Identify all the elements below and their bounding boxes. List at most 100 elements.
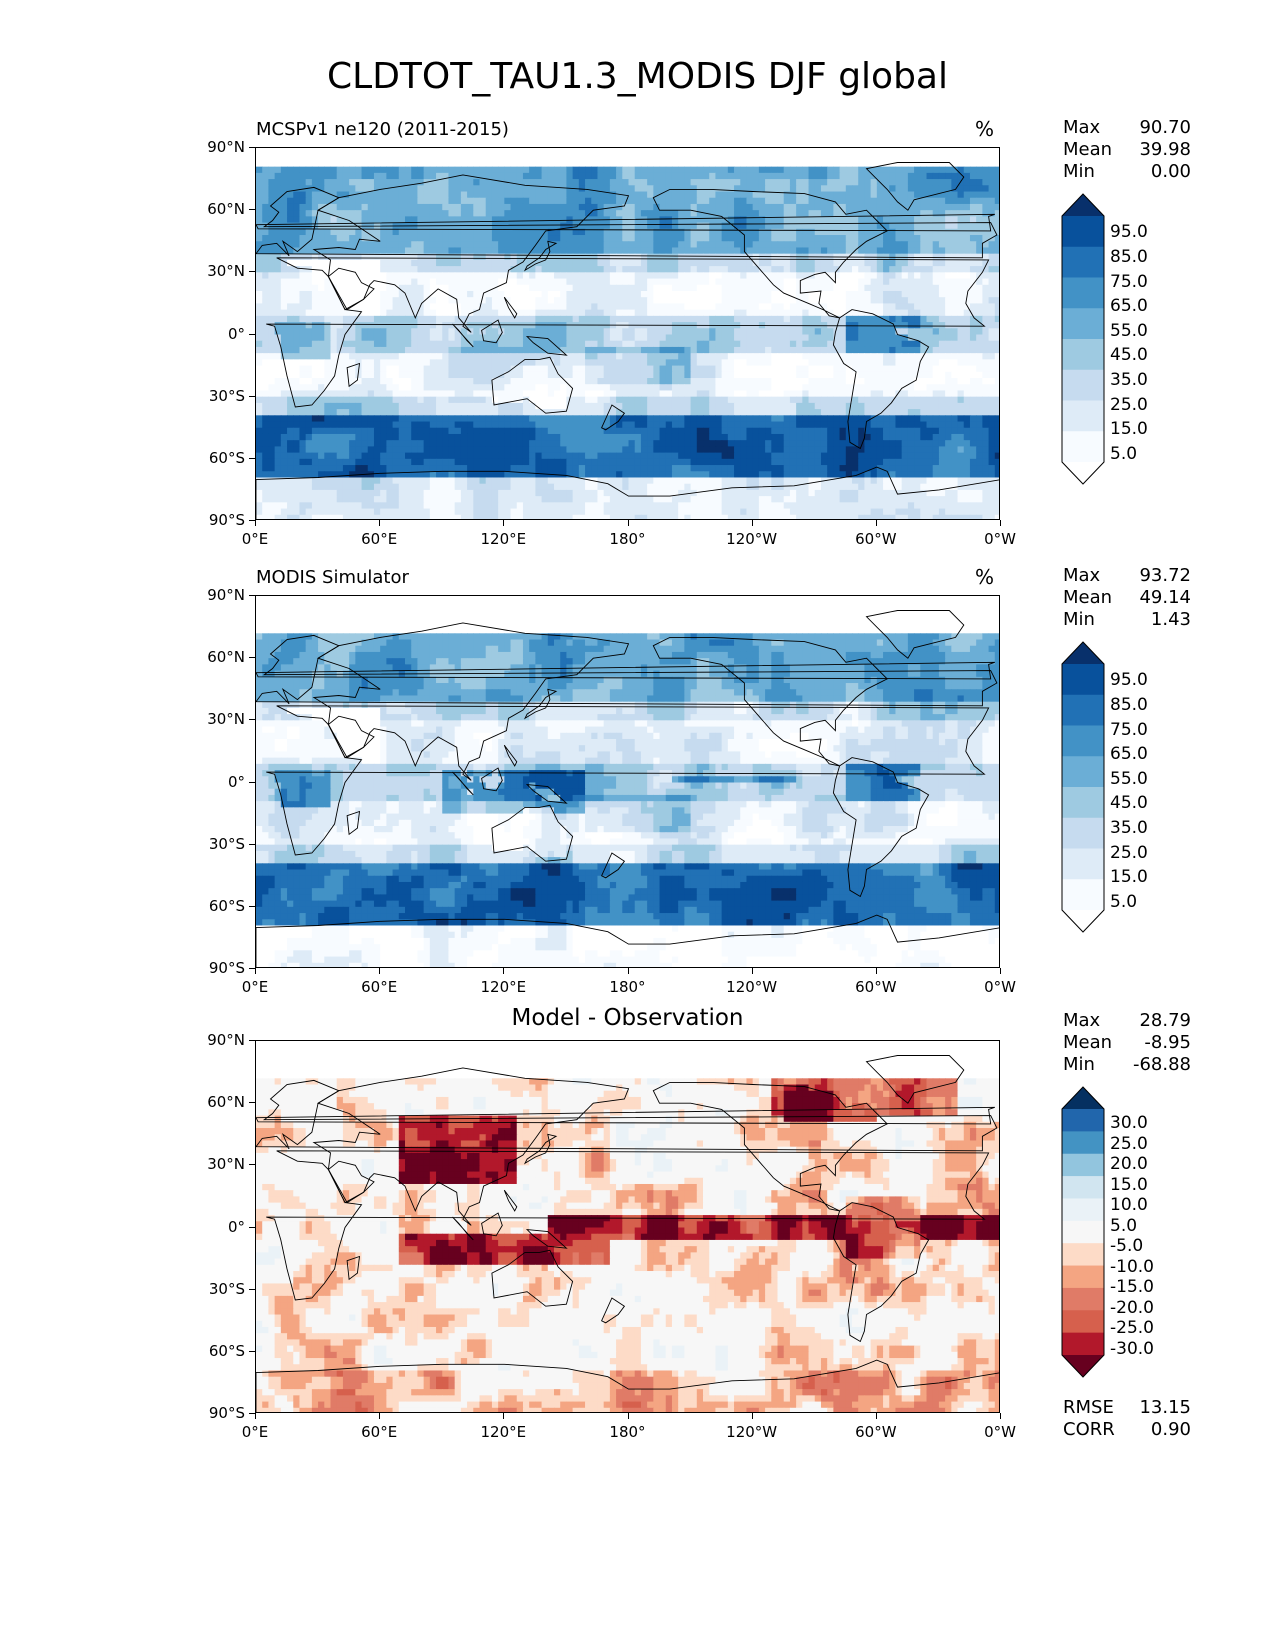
map-field	[256, 1041, 999, 1412]
lat-tick-label: 90°N	[185, 586, 245, 604]
stat-value: 0.90	[1151, 1419, 1191, 1441]
colorbar-segment	[1062, 848, 1104, 880]
colorbar-tick-label: 55.0	[1110, 769, 1148, 789]
colorbar-segment	[1062, 308, 1104, 340]
colorbar-segment	[1062, 1310, 1104, 1334]
coastline-arabia	[327, 1160, 375, 1204]
lon-tick-label: 180°	[588, 978, 668, 996]
colorbar-segment	[1062, 787, 1104, 819]
lat-tick-mark	[249, 657, 255, 659]
colorbar	[1061, 641, 1105, 933]
coastline-namerica	[652, 1081, 888, 1212]
lon-tick-mark	[1000, 520, 1001, 526]
colorbar-tick-label: 25.0	[1110, 1134, 1148, 1154]
lat-tick-mark	[249, 595, 255, 596]
coastline-indonesia2	[481, 1212, 503, 1237]
lon-tick-label: 60°W	[836, 978, 916, 996]
colorbar-extend-max	[1062, 194, 1104, 216]
coastline-indonesia2	[481, 319, 503, 344]
coastline-asia	[312, 174, 630, 333]
lat-tick-mark	[249, 781, 255, 783]
coastline-newguinea	[525, 1229, 568, 1249]
panel-units-label: %	[975, 565, 994, 589]
lon-tick-label: 0°W	[960, 530, 1040, 548]
lat-tick-mark	[249, 1288, 255, 1290]
colorbar-tick-label: 45.0	[1110, 345, 1148, 365]
colorbar-tick-label: 65.0	[1110, 744, 1148, 764]
lat-tick-label: 30°S	[185, 1280, 245, 1298]
lon-tick-label: 60°W	[836, 530, 916, 548]
lon-tick-mark	[255, 968, 256, 974]
coastline-indonesia1	[452, 1216, 474, 1241]
map-frame	[255, 1040, 1000, 1413]
lon-tick-label: 120°E	[463, 530, 543, 548]
coastline-philippines	[503, 296, 518, 319]
coastline-indonesia2	[481, 767, 503, 792]
stat-row: Min 0.00	[1063, 161, 1191, 183]
stat-row: RMSE 13.15	[1063, 1397, 1191, 1419]
coastlines	[256, 162, 999, 519]
panel-title-center: Model - Observation	[255, 1005, 1000, 1031]
colorbar	[1061, 193, 1105, 485]
colorbar-tick-label: 10.0	[1110, 1195, 1148, 1215]
coastline-madagascar	[346, 1255, 361, 1281]
stat-row: CORR 0.90	[1063, 1419, 1191, 1441]
lon-tick-label: 60°E	[339, 530, 419, 548]
colorbar-tick-label: 20.0	[1110, 1154, 1148, 1174]
coastline-namerica	[652, 188, 888, 319]
colorbar-segment	[1062, 369, 1104, 401]
coastline-greenland	[865, 610, 965, 659]
colorbar-segment	[1062, 1131, 1104, 1155]
colorbar-tick-label: 65.0	[1110, 296, 1148, 316]
coastline-nz	[601, 404, 626, 431]
colorbar-tick-label: 85.0	[1110, 695, 1148, 715]
map-frame	[255, 147, 1000, 520]
coastline-japan	[523, 1133, 558, 1165]
lat-tick-mark	[249, 333, 255, 335]
stat-row: Mean 49.14	[1063, 587, 1191, 609]
stat-name: Max	[1063, 565, 1100, 587]
coastline-europe	[256, 634, 998, 707]
coastline-antarctica	[256, 1359, 999, 1412]
colorbar-extend-max	[1062, 642, 1104, 664]
coastline-europe	[256, 186, 998, 259]
colorbar-segment	[1062, 756, 1104, 788]
lon-tick-mark	[379, 520, 381, 526]
lon-tick-label: 0°E	[215, 530, 295, 548]
colorbar-segment	[1062, 1265, 1104, 1289]
coastline-indonesia1	[452, 771, 474, 796]
coastline-japan	[523, 688, 558, 720]
lat-tick-mark	[249, 843, 255, 845]
colorbar-tick-label: -5.0	[1110, 1236, 1143, 1256]
colorbar-tick-label: 85.0	[1110, 247, 1148, 267]
coastline-samerica	[832, 1202, 930, 1343]
coastline-arabia	[327, 715, 375, 759]
coastlines	[256, 1055, 999, 1412]
lat-tick-label: 90°S	[185, 1404, 245, 1422]
stat-row: Min 1.43	[1063, 609, 1191, 631]
colorbar-tick-label: 5.0	[1110, 1216, 1137, 1236]
lat-tick-label: 90°N	[185, 1031, 245, 1049]
colorbar-tick-label: 5.0	[1110, 444, 1137, 464]
colorbar-segment	[1062, 400, 1104, 432]
coastline-philippines	[503, 744, 518, 767]
stat-name: Min	[1063, 609, 1095, 631]
lat-tick-label: 60°S	[185, 897, 245, 915]
lon-tick-mark	[1000, 968, 1001, 974]
lat-tick-mark	[249, 1413, 255, 1414]
lat-tick-mark	[249, 147, 255, 148]
coastline-madagascar	[346, 362, 361, 388]
colorbar-tick-label: 95.0	[1110, 670, 1148, 690]
coastline-australia	[491, 356, 574, 414]
coastline-greenland	[865, 1055, 965, 1104]
lat-tick-mark	[249, 1350, 255, 1352]
colorbar-segment	[1062, 431, 1104, 463]
lon-tick-mark	[503, 1413, 505, 1419]
lon-tick-mark	[627, 968, 629, 974]
colorbar-segment	[1062, 216, 1104, 248]
colorbar-tick-label: 45.0	[1110, 793, 1148, 813]
contour-field	[256, 596, 999, 967]
colorbar-tick-label: 35.0	[1110, 370, 1148, 390]
lat-tick-mark	[249, 719, 255, 721]
lat-tick-mark	[249, 209, 255, 211]
